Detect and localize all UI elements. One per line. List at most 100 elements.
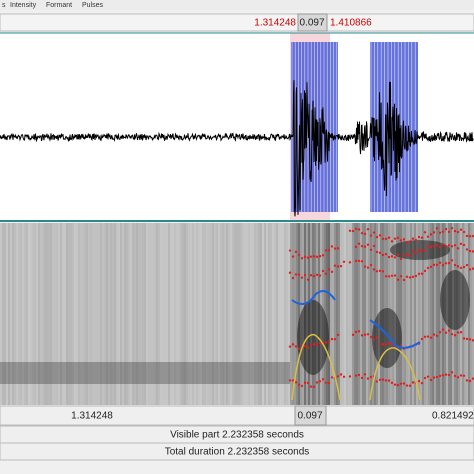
formant-dot — [459, 266, 463, 270]
spectrogram-column — [426, 223, 428, 405]
spectrogram-column — [60, 223, 62, 405]
formant-dot — [369, 375, 373, 379]
spectrogram-column — [206, 223, 208, 405]
spectrogram-column — [38, 223, 40, 405]
menu-item[interactable]: Intensity — [10, 2, 37, 9]
formant-dot — [336, 247, 340, 250]
spectrogram-column — [428, 223, 430, 405]
formant-dot — [462, 265, 466, 269]
formant-dot — [360, 231, 364, 235]
total-bar[interactable] — [0, 442, 474, 461]
formant-dot — [330, 270, 334, 274]
spectrogram-column — [362, 223, 364, 405]
spectrogram-column — [10, 223, 12, 405]
spectrogram-column — [416, 223, 418, 405]
spectrogram-column — [112, 223, 114, 405]
formant-dot — [414, 251, 418, 254]
formant-dot — [369, 248, 373, 252]
selection-box[interactable] — [297, 13, 328, 32]
spectrogram-column — [96, 223, 98, 405]
spectrogram-column — [198, 223, 200, 405]
formant-dot — [414, 274, 418, 278]
intensity-contour — [291, 334, 341, 401]
formant-dot — [405, 241, 409, 244]
spectrogram-column — [136, 223, 138, 405]
spectrogram-column — [178, 223, 180, 405]
formant-dot — [375, 270, 379, 273]
spectrogram-column — [348, 223, 350, 405]
formant-dot — [441, 230, 445, 233]
spectrogram-column — [64, 223, 66, 405]
formant-dot — [375, 336, 379, 339]
formant-dot — [444, 227, 448, 231]
spectrogram-column — [224, 223, 226, 405]
spectrogram-column — [118, 223, 120, 405]
spectrogram-column — [48, 223, 50, 405]
menu-item[interactable]: Formant — [46, 2, 72, 9]
formant-dot — [324, 249, 328, 252]
formant-dot — [357, 373, 361, 377]
spectrogram-column — [244, 223, 246, 405]
waveform — [0, 80, 474, 217]
formant-dot — [465, 379, 469, 382]
formant-dot — [393, 256, 397, 259]
formant-dot — [435, 243, 439, 247]
formant-dot — [354, 227, 358, 230]
formant-dot — [357, 330, 361, 333]
spectrogram-column — [28, 223, 30, 405]
formant-dot — [354, 374, 358, 377]
formant-dot — [291, 255, 295, 258]
spectrogram-column — [6, 223, 8, 405]
spectrogram-column — [210, 223, 212, 405]
menu-item[interactable]: s — [2, 2, 6, 9]
formant-dot — [375, 235, 379, 239]
spectrogram — [0, 223, 474, 405]
spectrogram-column — [88, 223, 90, 405]
spectrogram-column — [438, 223, 440, 405]
time-selection[interactable] — [294, 405, 327, 426]
spectrogram-column — [52, 223, 54, 405]
spectrogram-column — [366, 223, 368, 405]
formant-dot — [312, 385, 316, 389]
formant-dot — [444, 262, 448, 265]
spectrogram-column — [232, 223, 234, 405]
spectrogram-column — [298, 223, 300, 405]
spectrogram-column — [44, 223, 46, 405]
formant-dot — [465, 337, 469, 341]
spectrogram-column — [90, 223, 92, 405]
formant-dot — [438, 245, 442, 249]
formant-dot — [441, 328, 445, 331]
spectrogram-column — [214, 223, 216, 405]
formant-dot — [396, 253, 400, 256]
spectrogram-column — [190, 223, 192, 405]
menu-item[interactable]: Pulses — [82, 2, 104, 9]
formant-dot — [324, 341, 328, 344]
spectrogram-column — [32, 223, 34, 405]
spectrogram-column — [150, 223, 152, 405]
formant-dot — [300, 384, 304, 388]
formant-dot — [468, 235, 472, 238]
spectrogram-column — [98, 223, 100, 405]
spectrogram-column — [42, 223, 44, 405]
formant-dot — [447, 244, 451, 247]
formant-dot — [432, 245, 436, 248]
formant-dot — [384, 343, 388, 346]
spectrogram-column — [332, 223, 334, 405]
spectrogram-column — [106, 223, 108, 405]
spectrogram-column — [344, 223, 346, 405]
formant-dot — [372, 231, 376, 234]
spectrogram-column — [370, 223, 372, 405]
spectrogram-column — [252, 223, 254, 405]
spectrogram-column — [432, 223, 434, 405]
formant-dot — [309, 274, 313, 277]
spectrogram-column — [414, 223, 416, 405]
spectrogram-column — [56, 223, 58, 405]
spectrogram-column — [326, 223, 328, 405]
spectrogram-column — [222, 223, 224, 405]
formant-dot — [291, 276, 295, 280]
spectrogram-column — [148, 223, 150, 405]
spectrogram-column — [212, 223, 214, 405]
spectrogram-column — [358, 223, 360, 405]
formant-dot — [384, 275, 388, 278]
formant-dot — [417, 379, 421, 383]
